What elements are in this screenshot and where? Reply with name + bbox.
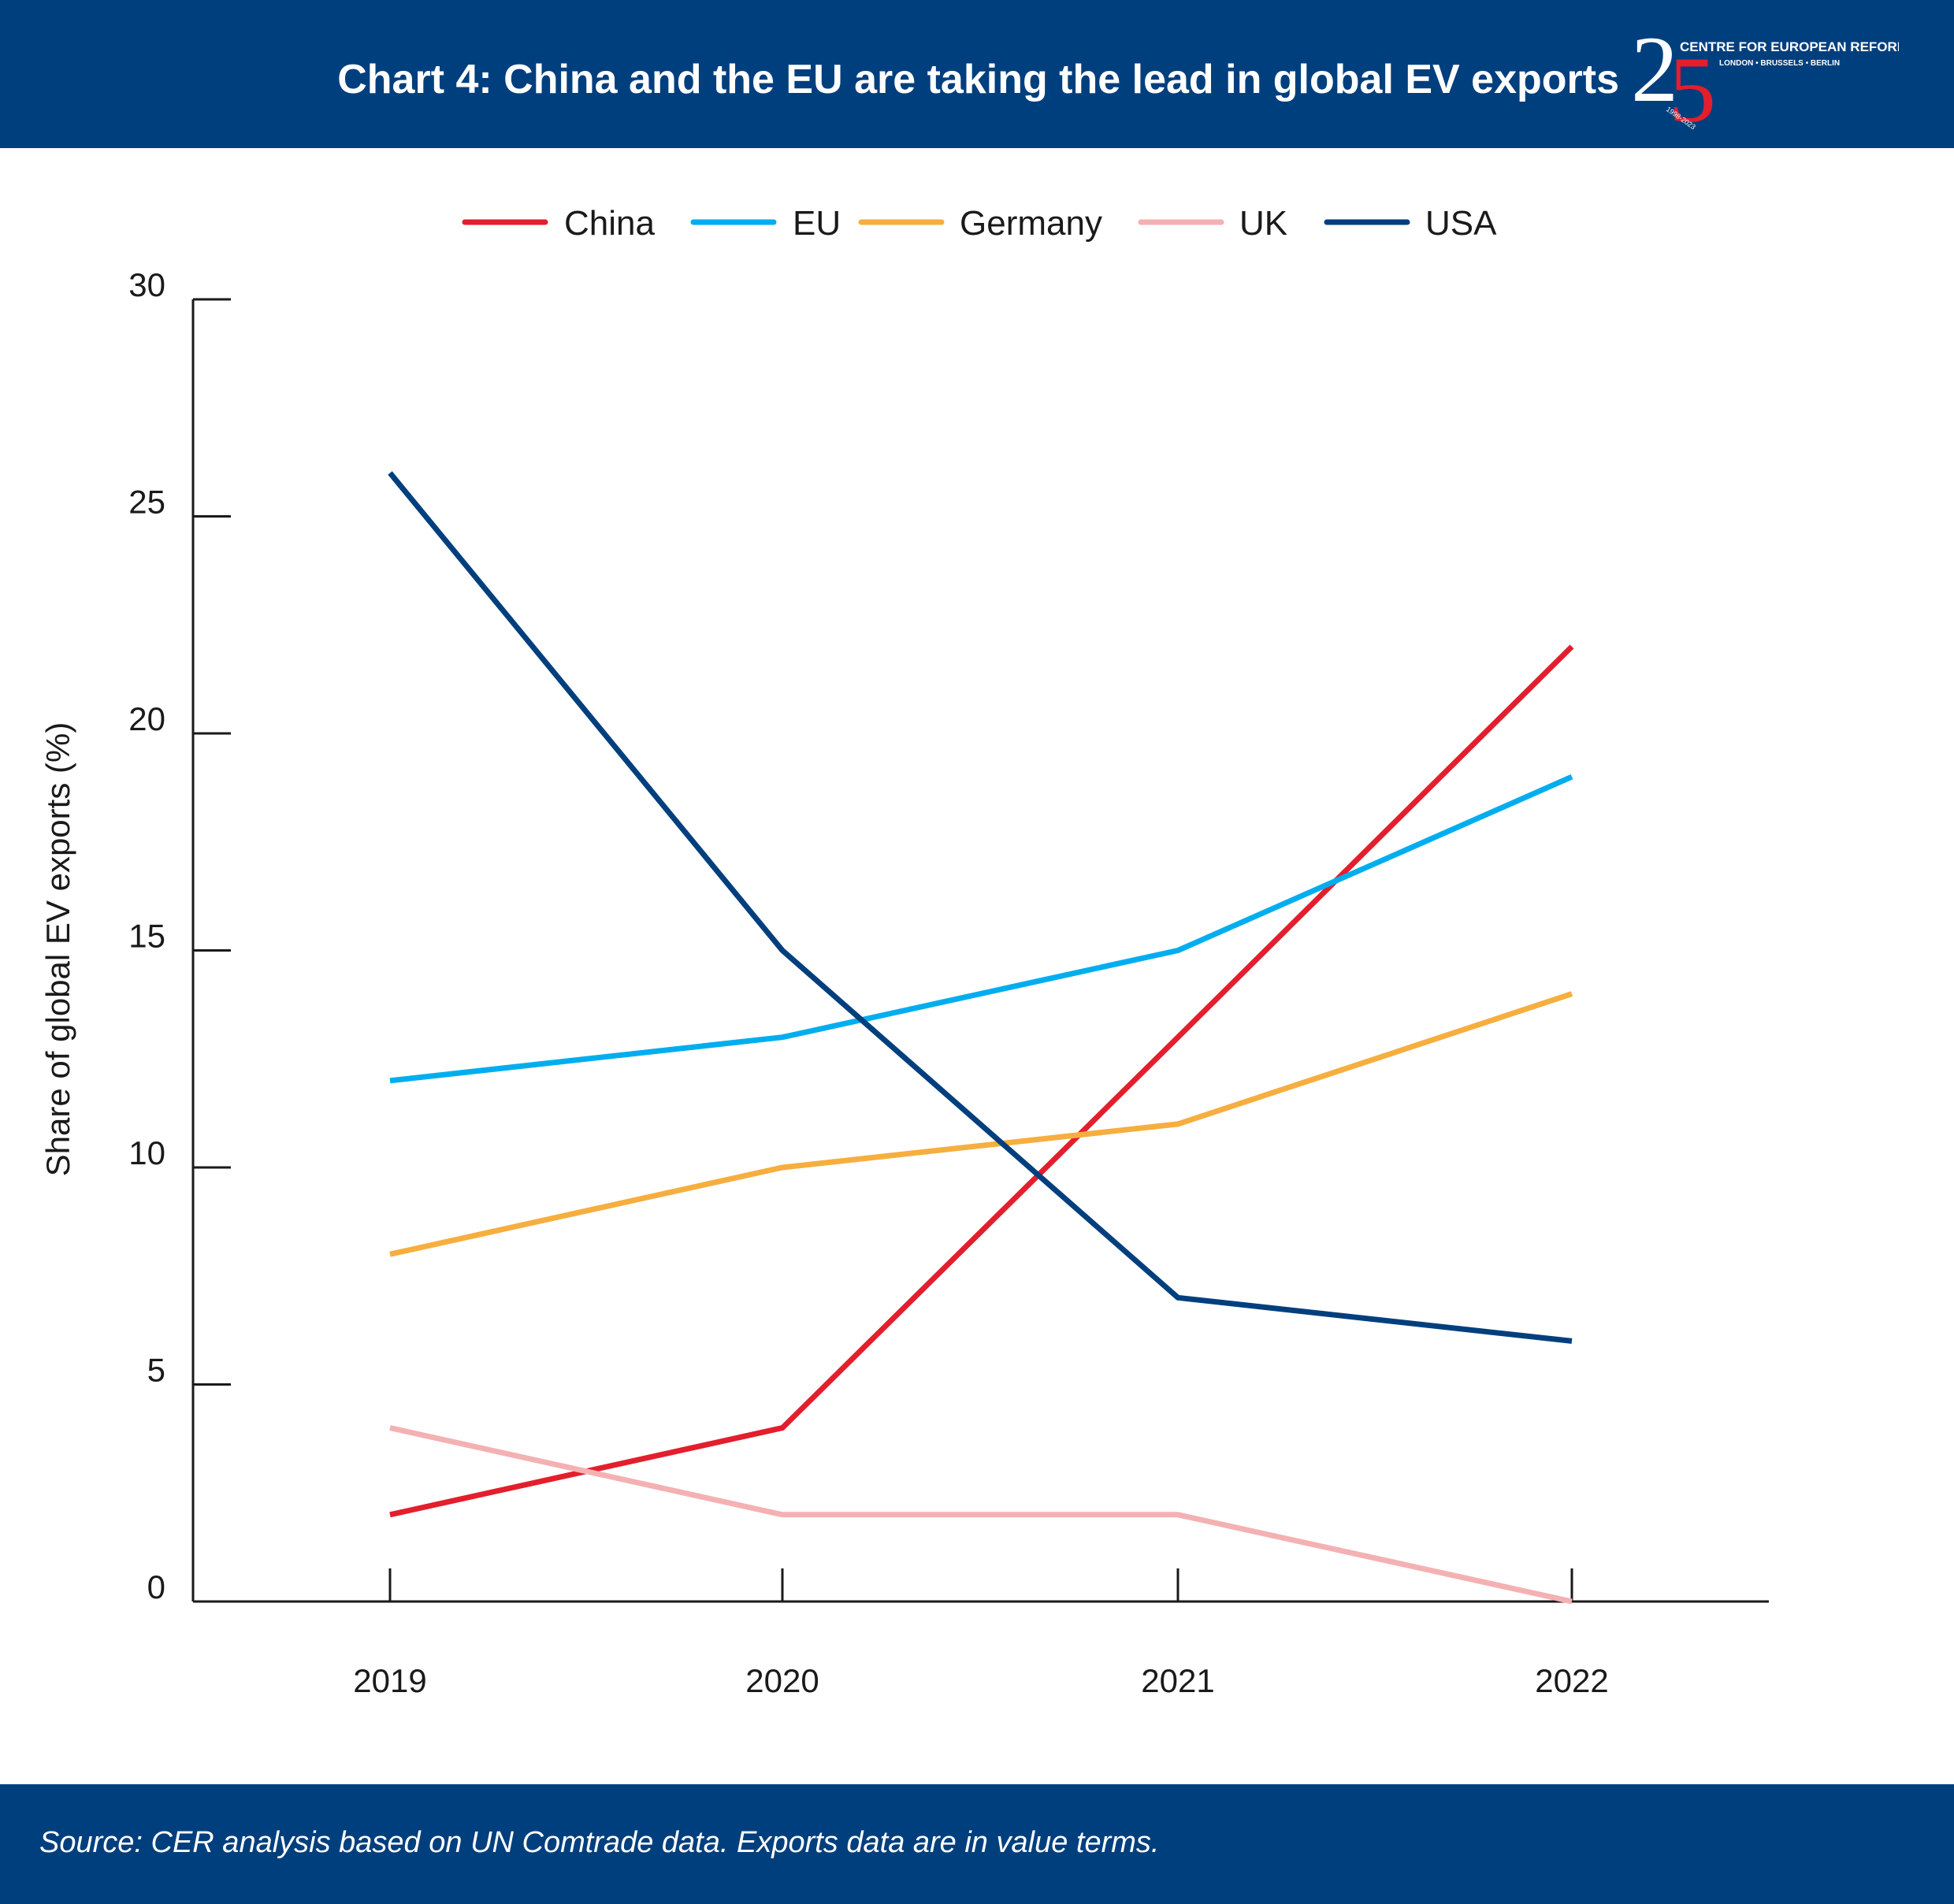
y-tick-label: 10 [128, 1134, 165, 1171]
series-line-uk [389, 1425, 1573, 1605]
line-chart: China EU Germany UK USA Share of global EV e… [39, 204, 1769, 1699]
y-tick-label: 0 [147, 1568, 165, 1605]
footer-banner: Source: CER analysis based on UN Comtrad… [0, 1784, 1954, 1904]
y-tick-label: 5 [147, 1352, 165, 1389]
legend-label-china: China [564, 204, 655, 243]
legend-label-usa: USA [1425, 204, 1497, 243]
x-tick-label: 2021 [1141, 1662, 1214, 1699]
logo-numeral-5: 5 [1669, 37, 1716, 139]
logo-org-name: CENTRE FOR EUROPEAN REFORM [1680, 39, 1899, 54]
legend-label-eu: EU [793, 204, 841, 243]
source-note: Source: CER analysis based on UN Comtrad… [39, 1826, 1160, 1859]
series-line-usa [388, 471, 1573, 1344]
chart-title: Chart 4: China and the EU are taking the… [337, 57, 1619, 102]
y-tick-label: 15 [128, 918, 165, 955]
legend-label-uk: UK [1239, 204, 1287, 243]
x-tick-label: 2019 [353, 1662, 426, 1699]
chart-axes: 0 5 10 15 20 25 30 2019 2020 2021 2022 [128, 266, 1769, 1699]
series-line-china [389, 644, 1574, 1518]
chart-legend: China EU Germany UK USA [462, 204, 1497, 243]
y-tick-label: 20 [128, 700, 165, 737]
header-banner: Chart 4: China and the EU are taking the… [0, 0, 1954, 148]
logo-numeral-2: 2 [1631, 28, 1678, 121]
series-line-eu [389, 774, 1573, 1084]
y-axis-title: Share of global EV exports (%) [39, 722, 76, 1177]
series-line-germany [389, 991, 1573, 1257]
cer-25-logo: 2 5 CENTRE FOR EUROPEAN REFORM LONDON • … [1631, 28, 1899, 139]
y-tick-label: 30 [128, 266, 165, 303]
legend-label-germany: Germany [960, 204, 1102, 243]
x-tick-label: 2020 [745, 1662, 819, 1699]
chart-series [388, 471, 1574, 1605]
x-tick-label: 2022 [1535, 1662, 1608, 1699]
y-tick-label: 25 [128, 484, 165, 521]
logo-cities: LONDON • BRUSSELS • BERLIN [1719, 59, 1840, 68]
